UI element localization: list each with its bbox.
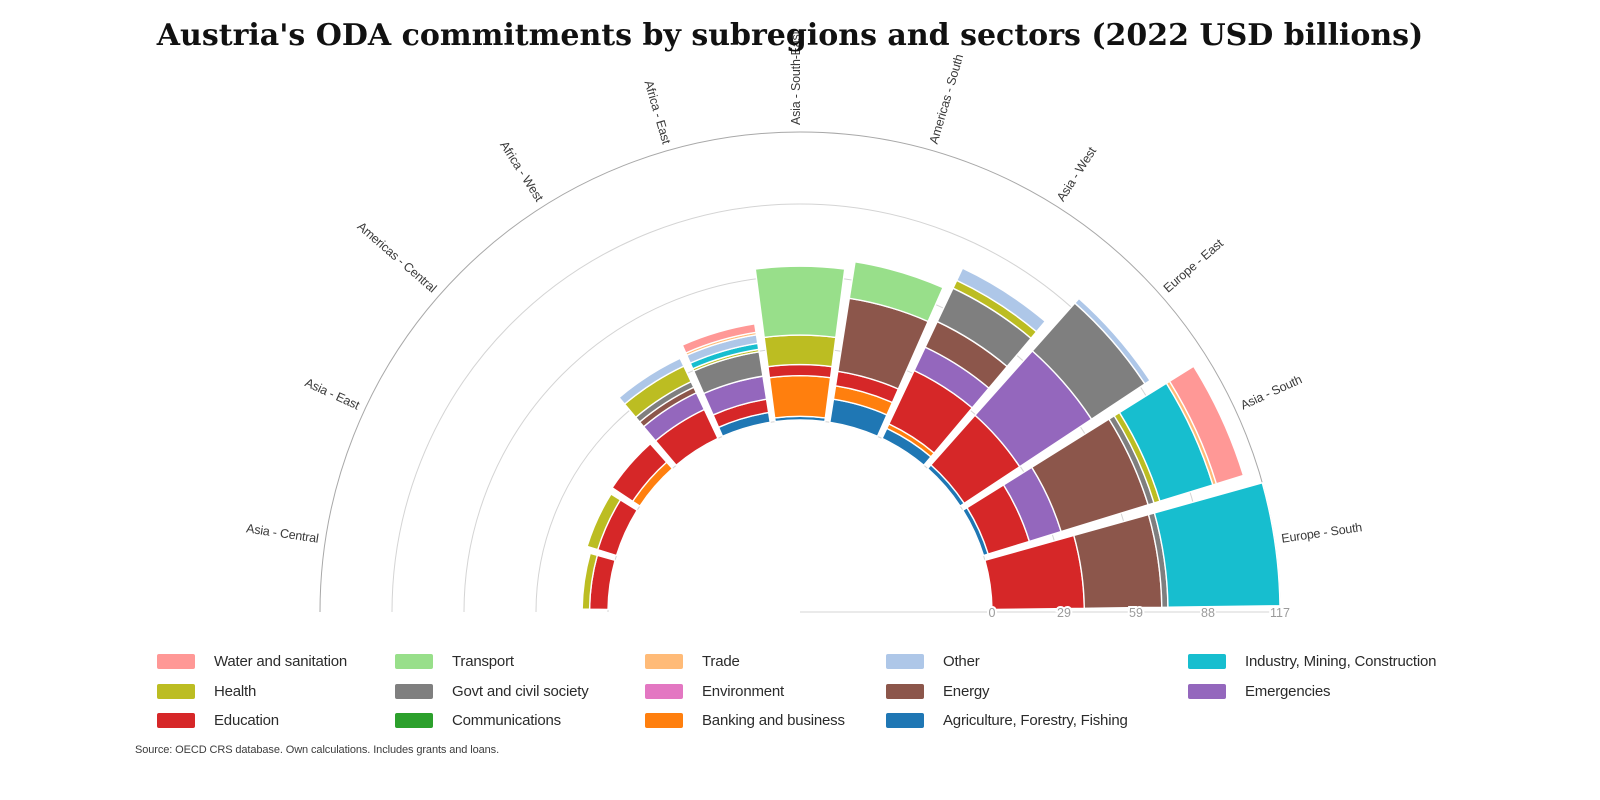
- radial-tick-label: 88: [1201, 606, 1215, 620]
- chart-segment: [1073, 513, 1163, 609]
- subregion-label: Europe - East: [1161, 236, 1227, 295]
- source-note: Source: OECD CRS database. Own calculati…: [135, 744, 500, 756]
- chart-segment: [763, 334, 837, 368]
- subregion-label: Asia - South-East: [789, 30, 803, 125]
- chart-segment: [1153, 482, 1281, 608]
- chart-segment: [754, 265, 846, 339]
- chart-segment: [956, 267, 1046, 333]
- subregion-label: Asia - Central: [245, 521, 319, 545]
- chart-segment: [581, 552, 599, 610]
- subregion-label: Asia - East: [303, 375, 362, 412]
- radial-tick-label: 0: [989, 606, 996, 620]
- chart-segment: [848, 261, 944, 323]
- chart-title: Austria's ODA commitments by subregions …: [156, 18, 1424, 53]
- chart-segment: [768, 375, 832, 419]
- radial-tick-label: 29: [1057, 606, 1071, 620]
- chart-segment: [586, 493, 622, 551]
- radial-gridline: [319, 131, 1281, 613]
- subregion-label: Europe - South: [1280, 520, 1363, 545]
- chart-segment: [1168, 365, 1245, 485]
- subregion-label: Asia - South: [1238, 372, 1304, 412]
- subregion-label: Americas - South: [927, 52, 967, 145]
- subregion-label: Africa - West: [497, 139, 546, 205]
- radial-tick-label: 117: [1270, 606, 1290, 620]
- chart-segment: [767, 363, 833, 379]
- chart-segment: [618, 357, 685, 405]
- radial-tick-label: 59: [1129, 606, 1143, 620]
- chart-segment: [1074, 297, 1151, 385]
- chart-segment: [611, 443, 668, 503]
- subregion-label: Asia - West: [1054, 144, 1099, 204]
- subregion-label: Americas - Central: [354, 219, 439, 295]
- chart-segment: [681, 323, 757, 354]
- subregion-label: Africa - East: [641, 79, 673, 146]
